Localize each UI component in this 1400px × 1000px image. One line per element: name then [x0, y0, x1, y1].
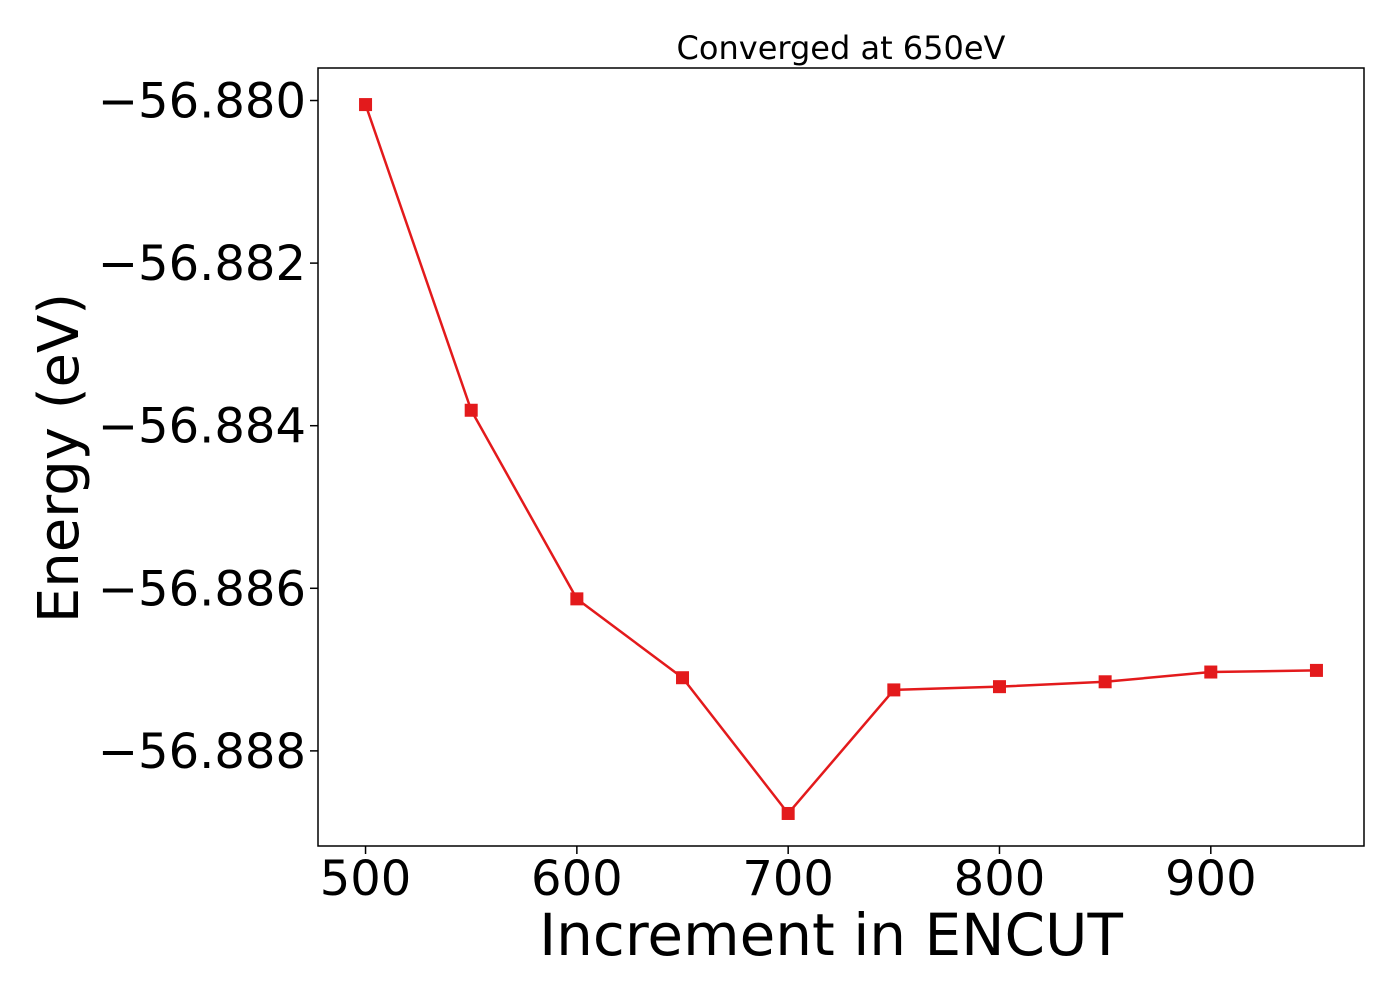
x-axis-label: Increment in ENCUT	[539, 901, 1123, 969]
data-point-marker	[1098, 675, 1112, 689]
x-tick-label: 500	[320, 851, 412, 907]
data-series	[359, 98, 1323, 820]
data-point-marker	[887, 683, 901, 697]
series-line	[364, 104, 1317, 815]
y-tick-label: −56.888	[98, 724, 306, 780]
plot-frame	[317, 67, 1365, 847]
axis-ticks: 500 600 700 800 900 −56.880 −56.882 −56.884 −56.…	[98, 74, 1257, 907]
y-tick-label: −56.886	[98, 561, 306, 617]
y-tick-label: −56.880	[98, 74, 306, 130]
data-point-marker	[1204, 665, 1218, 679]
data-point-marker	[359, 98, 373, 112]
data-point-marker	[676, 671, 690, 685]
y-tick-label: −56.884	[98, 399, 306, 455]
y-axis-label: Energy (eV)	[27, 293, 92, 623]
chart-title: Converged at 650eV	[677, 29, 1006, 67]
data-point-marker	[992, 680, 1006, 694]
x-tick-label: 800	[954, 851, 1046, 907]
data-point-marker	[464, 403, 478, 417]
data-point-marker	[781, 806, 795, 820]
data-point-marker	[1309, 663, 1323, 677]
y-tick-label: −56.882	[98, 236, 306, 292]
x-tick-label: 700	[742, 851, 834, 907]
x-tick-label: 900	[1165, 851, 1257, 907]
x-tick-label: 600	[531, 851, 623, 907]
data-point-marker	[570, 592, 584, 606]
